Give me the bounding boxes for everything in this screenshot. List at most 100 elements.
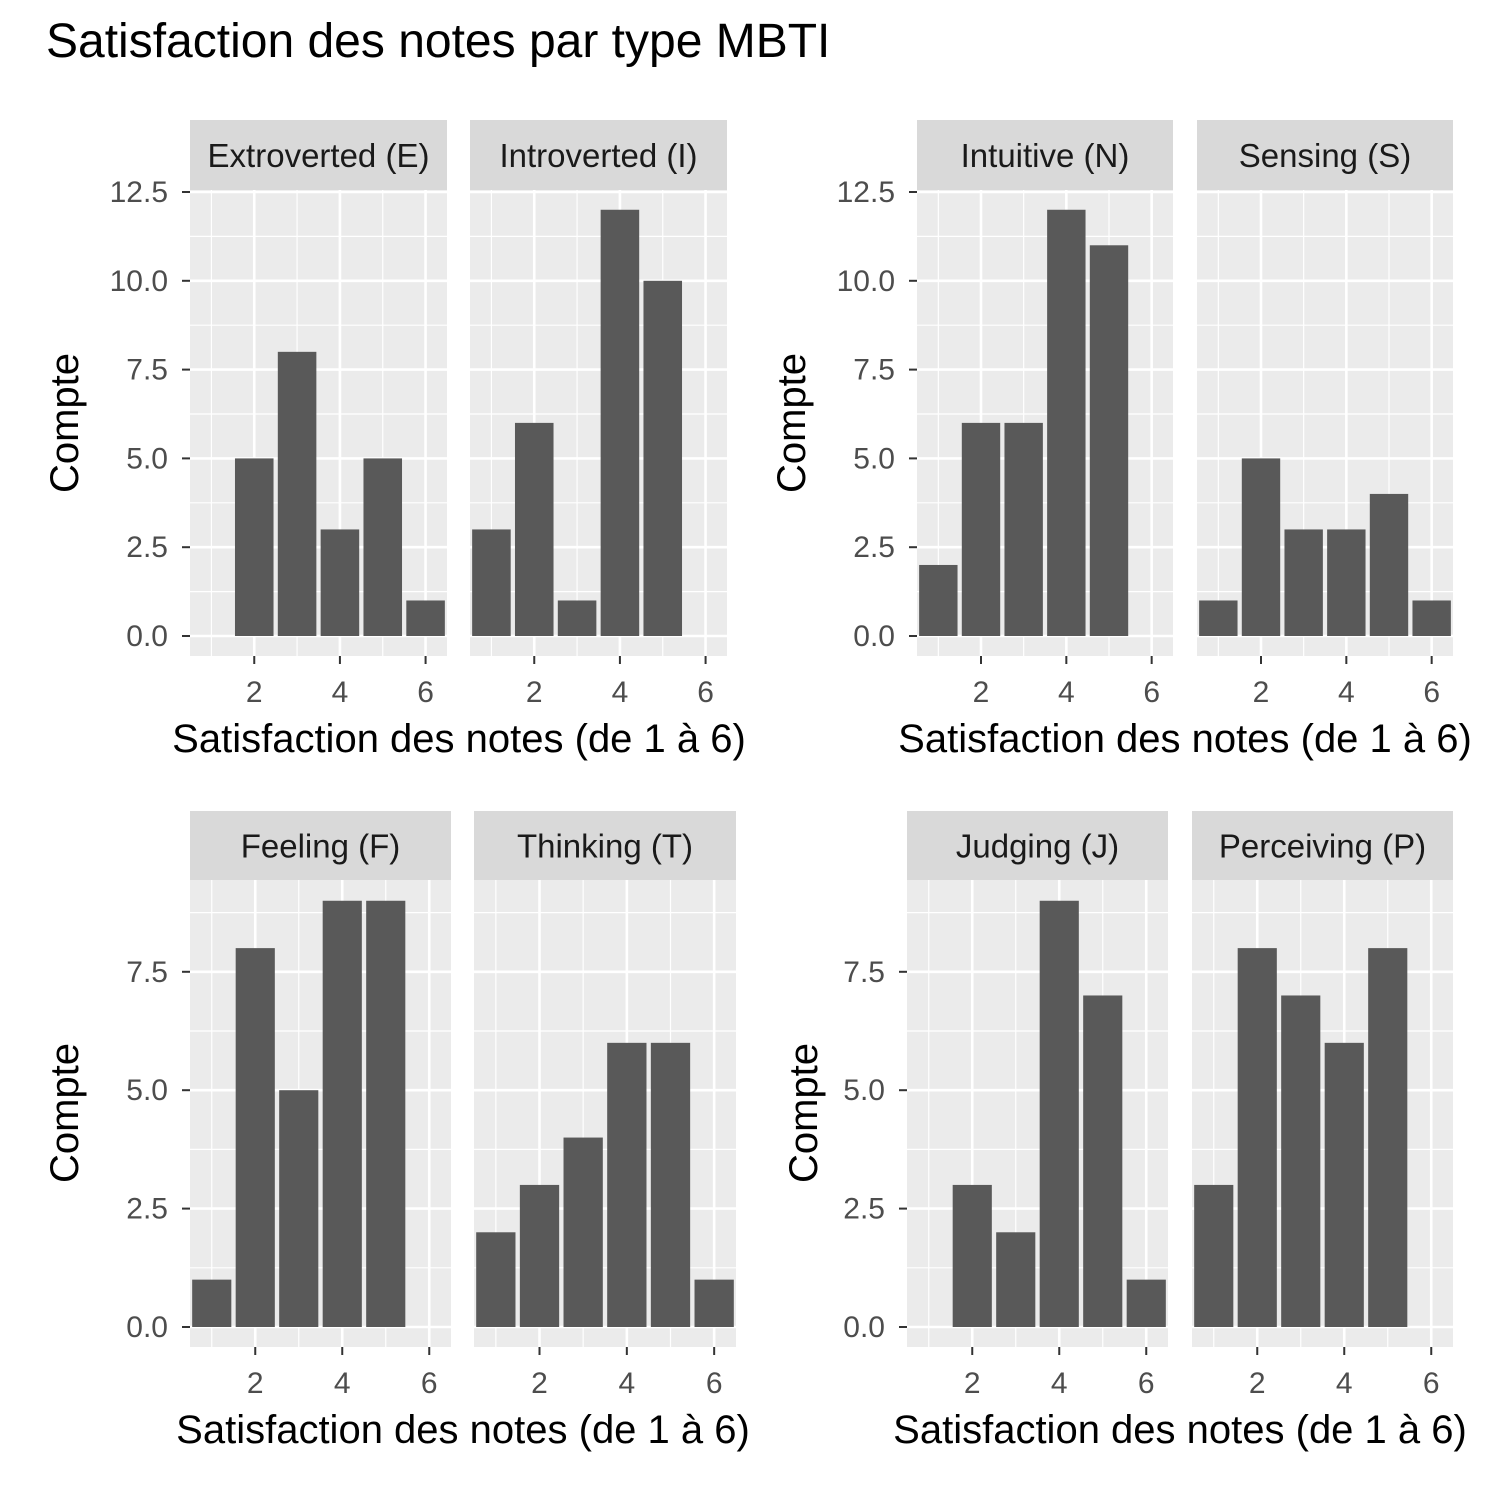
page-title: Satisfaction des notes par type MBTI xyxy=(46,15,831,68)
facet-strip-label: Sensing (S) xyxy=(1239,137,1411,174)
facet-strip xyxy=(474,811,736,880)
bar xyxy=(650,1042,691,1327)
bar xyxy=(1199,600,1238,636)
facet-strip-label: Intuitive (N) xyxy=(961,137,1130,174)
y-axis-title: Compte xyxy=(43,353,87,493)
x-tick-label: 2 xyxy=(247,1367,264,1400)
panel-background xyxy=(917,190,1173,656)
bar xyxy=(919,564,958,636)
facet-strip xyxy=(470,120,727,190)
x-axis-title: Satisfaction des notes (de 1 à 6) xyxy=(172,717,746,761)
bar xyxy=(1281,995,1321,1327)
bar xyxy=(1039,900,1079,1327)
facet-panel: Intuitive (N) 2 4 6 xyxy=(917,120,1173,709)
x-tick-label: 4 xyxy=(1336,1367,1353,1400)
facet-strip xyxy=(190,120,447,190)
bar xyxy=(192,1279,232,1327)
bar xyxy=(961,422,1001,636)
bar xyxy=(519,1184,560,1327)
x-tick-label: 2 xyxy=(973,676,990,709)
facet-strip-label: Feeling (F) xyxy=(241,828,401,865)
bar xyxy=(1241,458,1281,636)
bar xyxy=(557,600,597,636)
bar xyxy=(363,458,403,636)
x-tick-label: 6 xyxy=(421,1367,438,1400)
panel-background xyxy=(1197,190,1453,656)
y-tick-label: 12.5 xyxy=(837,176,895,209)
y-tick-label: 5.0 xyxy=(853,442,895,475)
y-tick-label: 7.5 xyxy=(126,956,168,989)
y-tick-label: 10.0 xyxy=(110,265,168,298)
bar xyxy=(952,1184,992,1327)
x-tick-label: 6 xyxy=(1138,1367,1155,1400)
bar xyxy=(1324,1042,1364,1327)
bar xyxy=(643,280,683,636)
bar xyxy=(1327,529,1366,636)
bar xyxy=(694,1279,734,1327)
bar xyxy=(1368,948,1408,1327)
chart-3: Feeling (F) 2 4 6 Thinking (T) 2 4 6 0.0 2.5 5.0 7.… xyxy=(43,811,750,1452)
chart-2: Intuitive (N) 2 4 6 Sensing (S) 2 4 6 0.0 2.5 5.0 7… xyxy=(770,120,1472,761)
bar xyxy=(234,458,274,636)
y-tick-label: 2.5 xyxy=(126,1193,168,1226)
facet-panel: Introverted (I) 2 4 6 xyxy=(470,120,727,709)
x-axis-title: Satisfaction des notes (de 1 à 6) xyxy=(898,717,1472,761)
facet-panel: Thinking (T) 2 4 6 xyxy=(474,811,736,1400)
panel-background xyxy=(190,190,447,656)
bar xyxy=(1083,995,1123,1327)
bar xyxy=(1284,529,1323,636)
y-tick-label: 5.0 xyxy=(126,442,168,475)
bar xyxy=(1126,1279,1166,1327)
bar xyxy=(322,900,362,1327)
facet-strip-label: Introverted (I) xyxy=(499,137,697,174)
panel-background xyxy=(907,880,1168,1347)
bar xyxy=(563,1137,603,1327)
y-tick-label: 7.5 xyxy=(126,354,168,387)
bar xyxy=(320,529,360,636)
x-tick-label: 4 xyxy=(618,1367,635,1400)
facet-strip-label: Judging (J) xyxy=(956,828,1119,865)
x-axis-title: Satisfaction des notes (de 1 à 6) xyxy=(893,1408,1467,1452)
y-tick-label: 7.5 xyxy=(843,956,885,989)
facet-strip xyxy=(1197,120,1453,190)
chart-1: Extroverted (E) 2 4 6 Introverted (I) 2 4 6 0.0 2… xyxy=(43,120,746,761)
panel-background xyxy=(190,880,451,1347)
y-axis-title: Compte xyxy=(770,353,814,493)
bar xyxy=(996,1232,1036,1327)
x-tick-label: 2 xyxy=(1249,1367,1266,1400)
panel-background xyxy=(1192,880,1453,1347)
x-tick-label: 4 xyxy=(612,676,629,709)
bar xyxy=(406,600,445,636)
x-tick-label: 6 xyxy=(706,1367,723,1400)
y-tick-label: 5.0 xyxy=(126,1074,168,1107)
x-tick-label: 2 xyxy=(1253,676,1270,709)
y-tick-label: 0.0 xyxy=(126,620,168,653)
bar xyxy=(607,1042,647,1327)
panel-background xyxy=(470,190,727,656)
bar xyxy=(366,900,406,1327)
y-tick-label: 2.5 xyxy=(853,531,895,564)
x-axis-title: Satisfaction des notes (de 1 à 6) xyxy=(176,1408,750,1452)
chart-4: Judging (J) 2 4 6 Perceiving (P) 2 4 6 0.0 2.5 5.0… xyxy=(782,811,1467,1452)
x-tick-label: 2 xyxy=(246,676,263,709)
facet-panel: Extroverted (E) 2 4 6 xyxy=(190,120,447,709)
facet-panel: Judging (J) 2 4 6 xyxy=(907,811,1168,1400)
facet-strip xyxy=(907,811,1168,880)
y-axis-title: Compte xyxy=(782,1043,826,1183)
x-tick-label: 6 xyxy=(417,676,434,709)
bar xyxy=(476,1232,516,1327)
bar xyxy=(514,422,554,636)
facet-panel: Perceiving (P) 2 4 6 xyxy=(1192,811,1453,1400)
y-tick-label: 0.0 xyxy=(126,1311,168,1344)
y-tick-label: 5.0 xyxy=(843,1074,885,1107)
bar xyxy=(1369,493,1409,636)
facet-strip xyxy=(190,811,451,880)
bar xyxy=(1047,209,1086,636)
bar xyxy=(235,948,275,1327)
bar xyxy=(1004,422,1043,636)
bar xyxy=(1237,948,1277,1327)
panel-background xyxy=(474,880,736,1347)
x-tick-label: 4 xyxy=(1051,1367,1068,1400)
y-tick-label: 0.0 xyxy=(843,1311,885,1344)
